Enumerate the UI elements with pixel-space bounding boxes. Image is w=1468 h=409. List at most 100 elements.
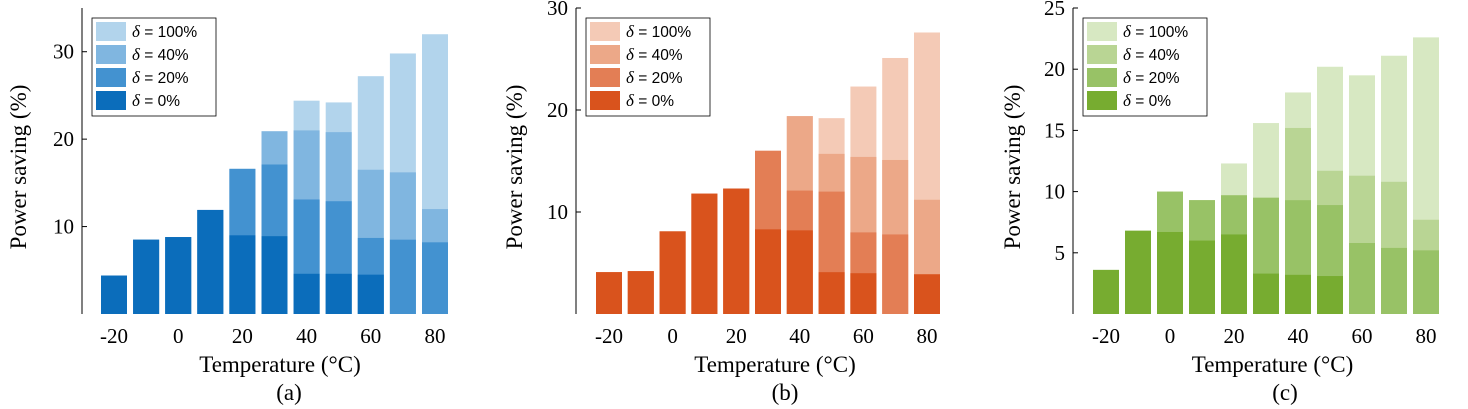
bar — [786, 230, 813, 314]
y-tick-label: 20 — [547, 98, 568, 122]
bar — [1413, 250, 1439, 314]
y-tick-label: 10 — [53, 215, 74, 239]
bar — [1285, 274, 1311, 314]
subplot-a: 10 20 30 -20 0 20 40 60 80 Temperature (°C) (a) Pow… — [6, 8, 448, 405]
bar — [1125, 230, 1151, 314]
legend-label: δ = 100% — [132, 22, 197, 41]
bar — [1381, 247, 1407, 314]
series-3 — [1093, 230, 1343, 314]
legend-label: δ = 20% — [626, 68, 683, 87]
bar — [1189, 240, 1215, 314]
bar — [101, 275, 127, 314]
bar — [755, 229, 781, 314]
legend-label: δ = 40% — [132, 45, 189, 64]
legend-swatch — [590, 68, 620, 87]
legend-label: δ = 0% — [132, 91, 180, 110]
subplot-caption: (c) — [1272, 380, 1298, 405]
subplot-c: 5 10 15 20 25 -20 0 20 40 60 80 Temperature (°C) (c)… — [1000, 0, 1439, 405]
y-axis-label: Power saving (%) — [502, 85, 527, 250]
bar — [596, 272, 622, 314]
y-tick-label: 10 — [1044, 180, 1065, 204]
bar — [1221, 234, 1247, 314]
legend-label: δ = 0% — [626, 91, 674, 110]
legend-swatch — [1087, 91, 1117, 110]
legend: δ = 100% δ = 40% δ = 20% δ = 0% — [91, 17, 217, 117]
legend: δ = 100% δ = 40% δ = 20% δ = 0% — [585, 17, 711, 117]
x-tick-label: 20 — [726, 324, 747, 348]
x-axis-label: Temperature (°C) — [1192, 352, 1353, 377]
x-axis-label: Temperature (°C) — [694, 352, 855, 377]
series-3 — [596, 188, 940, 314]
x-tick-label: 20 — [1224, 324, 1245, 348]
bar — [165, 237, 192, 314]
y-tick-label: 20 — [53, 127, 74, 151]
legend-label: δ = 100% — [626, 22, 691, 41]
y-tick-label: 10 — [547, 200, 568, 224]
legend-label: δ = 20% — [1123, 68, 1180, 87]
legend-swatch — [96, 91, 126, 110]
legend-swatch — [590, 22, 620, 41]
subplot-caption: (b) — [772, 380, 799, 405]
bar — [1253, 273, 1279, 314]
y-tick-label: 30 — [547, 0, 568, 20]
legend-swatch — [1087, 45, 1117, 64]
bar — [1093, 269, 1119, 314]
bar — [627, 271, 654, 314]
bar — [1317, 276, 1343, 314]
legend-label: δ = 40% — [626, 45, 683, 64]
x-tick-label: -20 — [1092, 324, 1120, 348]
x-tick-label: 0 — [667, 324, 678, 348]
y-tick-label: 5 — [1055, 241, 1066, 265]
legend-label: δ = 0% — [1123, 91, 1171, 110]
bar — [133, 239, 160, 314]
y-tick-label: 30 — [53, 40, 74, 64]
y-tick-label: 20 — [1044, 57, 1065, 81]
subplot-caption: (a) — [276, 380, 302, 405]
y-axis-label: Power saving (%) — [6, 85, 31, 250]
legend-swatch — [96, 45, 126, 64]
legend-swatch — [1087, 68, 1117, 87]
bar — [691, 193, 718, 314]
bar — [882, 234, 909, 314]
bar — [325, 273, 352, 314]
bar — [357, 274, 384, 314]
bar — [422, 242, 448, 314]
legend-swatch — [590, 91, 620, 110]
bar — [723, 188, 750, 314]
legend-swatch — [590, 45, 620, 64]
bar — [389, 239, 416, 314]
x-tick-label: 60 — [1352, 324, 1373, 348]
legend-swatch — [1087, 22, 1117, 41]
bar — [914, 274, 940, 314]
legend-label: δ = 100% — [1123, 22, 1188, 41]
bar — [850, 273, 877, 314]
bar — [197, 209, 224, 314]
y-axis-label: Power saving (%) — [1000, 85, 1025, 250]
x-tick-label: 80 — [917, 324, 938, 348]
legend: δ = 100% δ = 40% δ = 20% δ = 0% — [1082, 17, 1208, 117]
bar — [261, 236, 288, 314]
legend-label: δ = 40% — [1123, 45, 1180, 64]
subplot-b: 10 20 30 -20 0 20 40 60 80 Temperature (°C) (b) Pow… — [502, 0, 940, 405]
legend-swatch — [96, 22, 126, 41]
x-tick-label: 40 — [789, 324, 810, 348]
x-tick-label: 40 — [296, 324, 317, 348]
bar — [659, 231, 686, 314]
x-tick-label: -20 — [100, 324, 128, 348]
bar — [1157, 231, 1183, 314]
bar — [1349, 243, 1375, 314]
x-tick-label: 20 — [232, 324, 253, 348]
bar — [293, 273, 320, 314]
x-axis-label: Temperature (°C) — [199, 352, 360, 377]
x-tick-label: 0 — [1165, 324, 1176, 348]
x-tick-label: 60 — [360, 324, 381, 348]
y-tick-label: 25 — [1044, 0, 1065, 20]
x-tick-label: -20 — [595, 324, 623, 348]
legend-swatch — [96, 68, 126, 87]
legend-label: δ = 20% — [132, 68, 189, 87]
x-tick-label: 0 — [173, 324, 184, 348]
x-tick-label: 80 — [425, 324, 446, 348]
bar — [818, 272, 845, 314]
x-tick-label: 40 — [1288, 324, 1309, 348]
